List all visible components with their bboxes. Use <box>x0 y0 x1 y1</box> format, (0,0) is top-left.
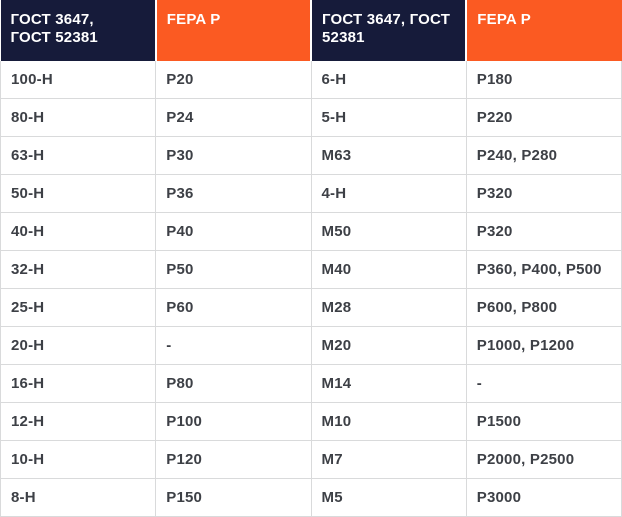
cell-gost: 50-Н <box>0 173 157 213</box>
table-row: 12-Н P100 М10 P1500 <box>0 401 622 441</box>
cell-fepa: P60 <box>155 287 312 327</box>
cell-fepa: P20 <box>155 61 312 99</box>
table-row: 8-Н P150 М5 P3000 <box>0 477 622 517</box>
header-gost-coarse: ГОСТ 3647, ГОСТ 52381 <box>0 0 156 61</box>
table-header-row: ГОСТ 3647, ГОСТ 52381 FEPA P ГОСТ 3647, … <box>0 0 622 61</box>
cell-fepa: P180 <box>465 61 622 99</box>
cell-fepa: P2000, P2500 <box>465 439 622 479</box>
cell-fepa: P1500 <box>465 401 622 441</box>
cell-gost: 40-Н <box>0 211 157 251</box>
header-fepa-coarse: FEPA P <box>154 0 311 61</box>
table-row: 16-Н P80 М14 - <box>0 363 622 403</box>
cell-fepa: P320 <box>465 173 622 213</box>
cell-fepa: P1000, P1200 <box>465 325 622 365</box>
cell-gost: 20-Н <box>0 325 157 365</box>
cell-gost: М5 <box>310 477 467 517</box>
cell-fepa: P120 <box>155 439 312 479</box>
cell-gost: М28 <box>310 287 467 327</box>
cell-fepa: P36 <box>155 173 312 213</box>
cell-gost: 16-Н <box>0 363 157 403</box>
cell-fepa: P320 <box>465 211 622 251</box>
cell-fepa: P360, P400, P500 <box>465 249 622 289</box>
cell-gost: 100-Н <box>0 61 157 99</box>
cell-gost: М7 <box>310 439 467 479</box>
cell-gost: 63-Н <box>0 135 157 175</box>
header-fepa-fine: FEPA P <box>465 0 622 61</box>
cell-fepa: P100 <box>155 401 312 441</box>
table-row: 10-Н P120 М7 P2000, P2500 <box>0 439 622 479</box>
cell-gost: 10-Н <box>0 439 157 479</box>
table-row: 80-Н P24 5-Н P220 <box>0 97 622 137</box>
cell-fepa: P24 <box>155 97 312 137</box>
cell-gost: 25-Н <box>0 287 157 327</box>
cell-gost: 8-Н <box>0 477 157 517</box>
table-row: 50-Н P36 4-Н P320 <box>0 173 622 213</box>
cell-gost: М40 <box>310 249 467 289</box>
cell-fepa: P40 <box>155 211 312 251</box>
cell-fepa: - <box>155 325 312 365</box>
cell-gost: 32-Н <box>0 249 157 289</box>
cell-gost: М20 <box>310 325 467 365</box>
table-row: 63-Н P30 М63 P240, P280 <box>0 135 622 175</box>
cell-fepa: P220 <box>465 97 622 137</box>
cell-fepa: P50 <box>155 249 312 289</box>
table-row: 40-Н P40 М50 P320 <box>0 211 622 251</box>
cell-gost: 4-Н <box>310 173 467 213</box>
cell-gost: 12-Н <box>0 401 157 441</box>
table-body: 100-Н P20 6-Н P180 80-Н P24 5-Н P220 63-… <box>0 61 622 517</box>
table-row: 32-Н P50 М40 P360, P400, P500 <box>0 249 622 289</box>
cell-gost: М50 <box>310 211 467 251</box>
cell-fepa: P600, P800 <box>465 287 622 327</box>
table-row: 100-Н P20 6-Н P180 <box>0 61 622 99</box>
table-row: 20-Н - М20 P1000, P1200 <box>0 325 622 365</box>
header-gost-fine: ГОСТ 3647, ГОСТ 52381 <box>309 0 467 61</box>
cell-fepa: - <box>465 363 622 403</box>
cell-fepa: P30 <box>155 135 312 175</box>
cell-gost: 5-Н <box>310 97 467 137</box>
cell-fepa: P80 <box>155 363 312 403</box>
cell-fepa: P3000 <box>465 477 622 517</box>
cell-fepa: P240, P280 <box>465 135 622 175</box>
cell-fepa: P150 <box>155 477 312 517</box>
cell-gost: 6-Н <box>310 61 467 99</box>
cell-gost: М14 <box>310 363 467 403</box>
cell-gost: 80-Н <box>0 97 157 137</box>
cell-gost: М63 <box>310 135 467 175</box>
table-row: 25-Н P60 М28 P600, P800 <box>0 287 622 327</box>
cell-gost: М10 <box>310 401 467 441</box>
